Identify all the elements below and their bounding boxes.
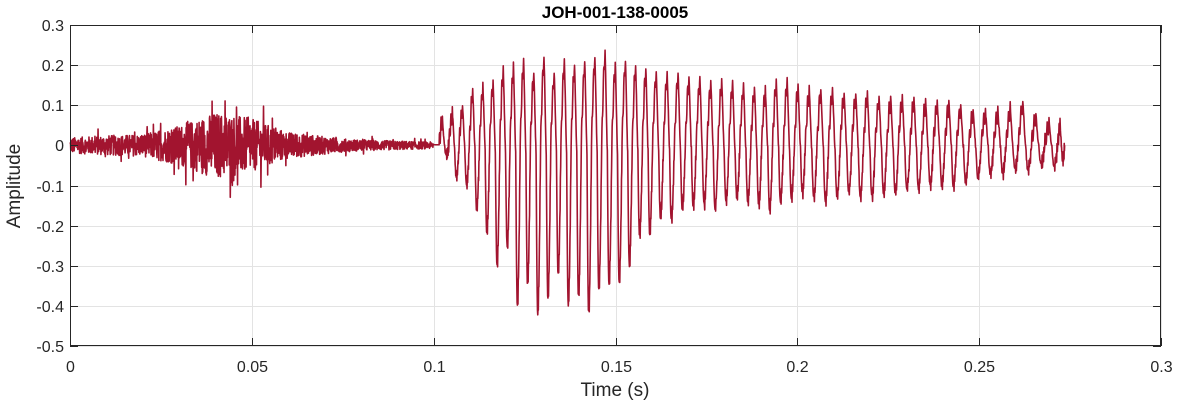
axis-ticks: 0 0.05 0.1 0.15 0.2 0.25 0.3 -0.5 -0.4 -0.3 -0.2 -0… (36, 18, 1172, 376)
axes-box (70, 25, 1161, 346)
y-tick-label: -0.4 (36, 299, 64, 316)
y-tick-label: 0.1 (42, 98, 64, 115)
chart-title: JOH-001-138-0005 (542, 3, 688, 22)
y-axis-label: Amplitude (4, 144, 25, 229)
x-tick-label: 0.25 (964, 359, 995, 376)
y-tick-label: 0 (55, 138, 64, 155)
y-tick-label: -0.1 (36, 179, 64, 196)
y-tick-label: 0.3 (42, 18, 64, 35)
waveform-line (69, 49, 1066, 316)
waveform-series (69, 49, 1066, 316)
x-axis-label: Time (s) (581, 380, 650, 401)
y-tick-label: -0.3 (36, 259, 64, 276)
x-tick-label: 0.15 (601, 359, 632, 376)
x-tick-label: 0.05 (237, 359, 268, 376)
y-tick-label: 0.2 (42, 58, 64, 75)
y-tick-label: -0.2 (36, 219, 64, 236)
x-tick-label: 0.3 (1150, 359, 1172, 376)
x-tick-label: 0.1 (423, 359, 445, 376)
x-tick-label: 0.2 (786, 359, 808, 376)
x-tick-label: 0 (66, 359, 75, 376)
y-tick-label: -0.5 (36, 339, 64, 356)
